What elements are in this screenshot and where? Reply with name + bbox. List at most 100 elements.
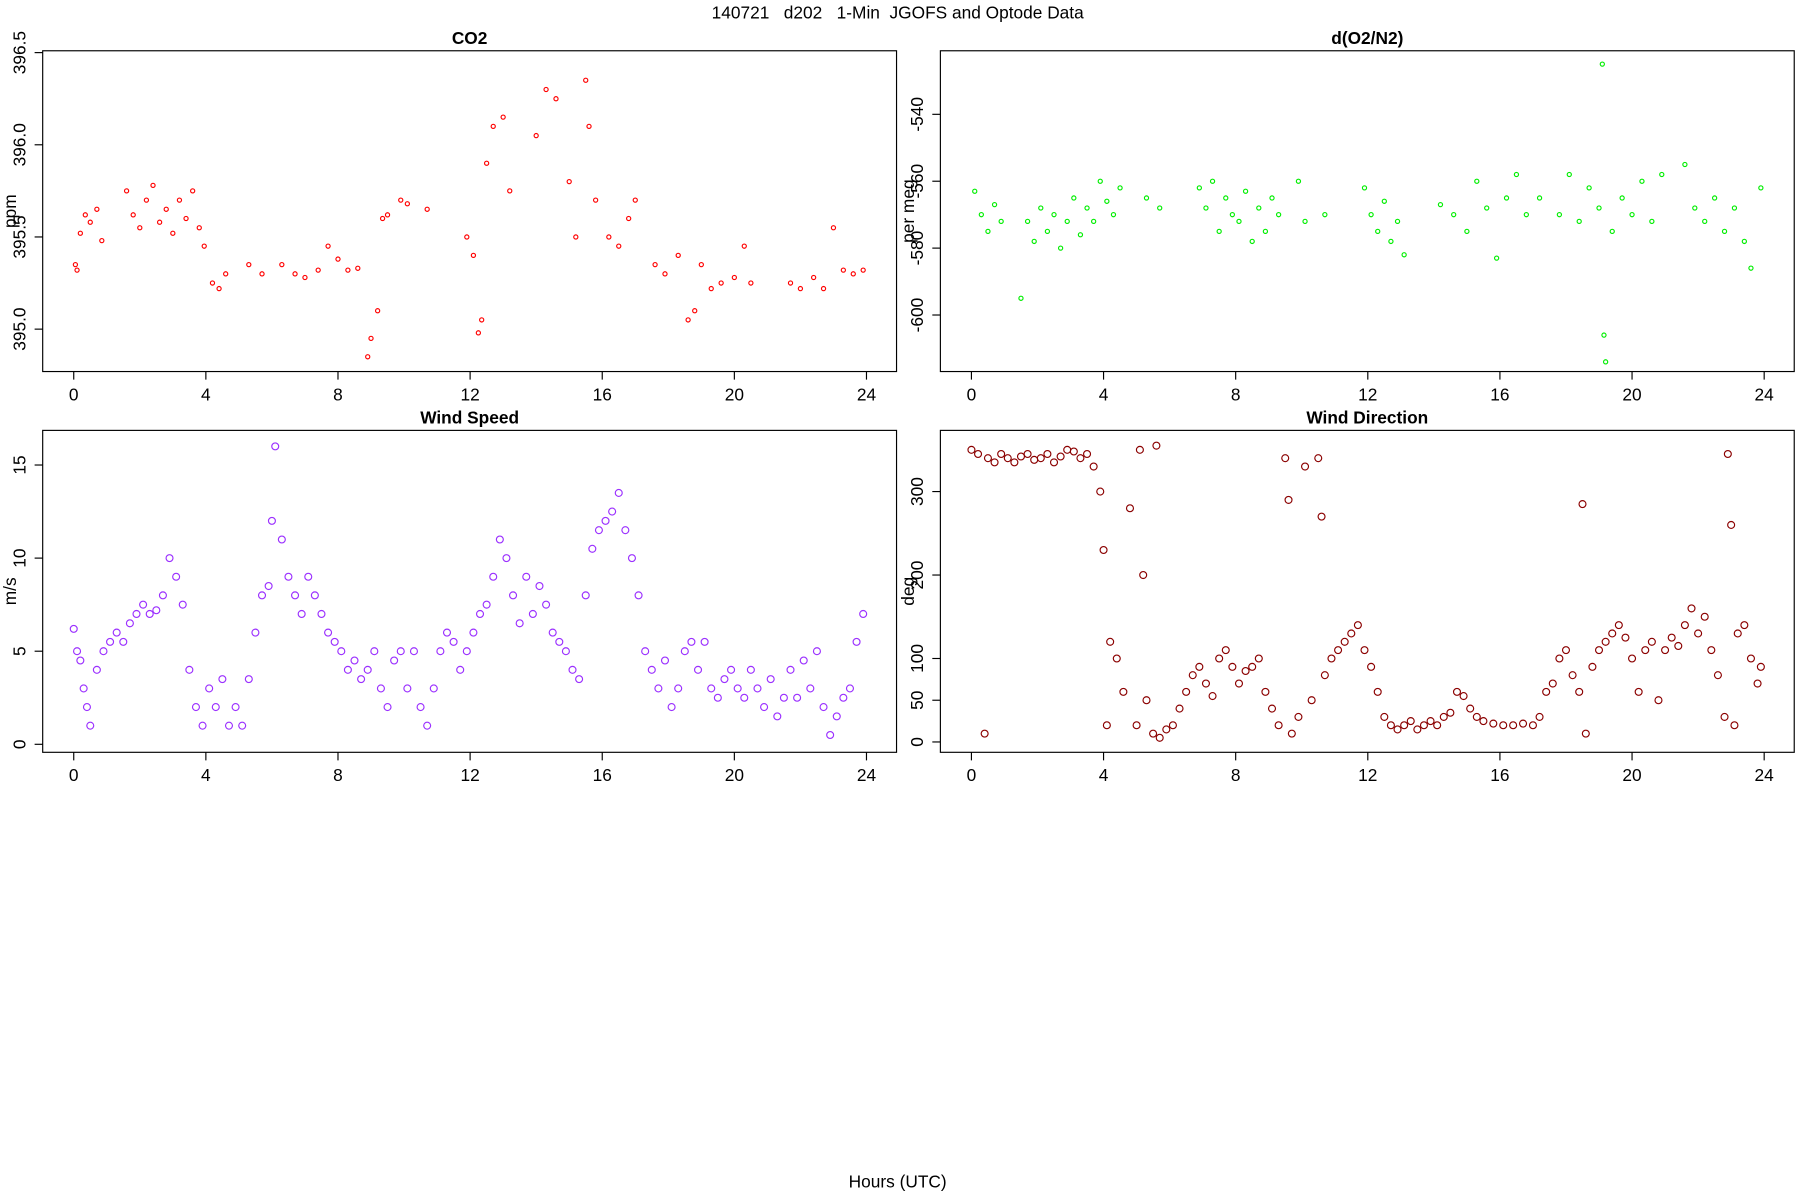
x-tick-label: 20 [725,765,744,785]
data-point [1036,454,1045,463]
x-tick-label: 4 [1099,384,1109,404]
data-point [1262,228,1269,235]
data-point [553,96,559,102]
data-point [1018,295,1024,301]
data-point [1601,332,1607,338]
data-point [500,114,506,120]
data-point [812,647,821,656]
data-point [1419,721,1428,730]
data-point [483,160,490,166]
data-point [176,197,183,203]
data-point [1509,721,1518,730]
data-point [201,243,207,249]
data-point [760,703,769,712]
data-point [1741,238,1748,245]
data-point [766,675,775,684]
data-point [632,197,638,203]
data-point [1188,671,1197,680]
data-point [1702,218,1708,225]
data-point [1373,687,1382,696]
x-tick-label: 20 [1622,384,1641,404]
data-point [1261,687,1270,696]
data-point [1406,717,1415,726]
data-point [1294,712,1303,721]
data-point [1031,238,1037,245]
data-point [429,684,438,693]
data-point [820,285,827,292]
data-point [1016,452,1026,461]
data-point [1223,195,1229,201]
data-point [845,684,855,693]
data-point [1360,646,1369,655]
data-point [1566,171,1572,178]
data-point [1439,712,1448,721]
plot-frame [939,50,1795,373]
data-point [1287,729,1296,738]
data-point [1228,662,1237,671]
data-point [727,665,736,674]
data-point [1317,512,1326,521]
data-point [1353,621,1362,630]
data-point [1596,205,1602,211]
data-point [482,600,491,609]
data-point [1368,212,1374,218]
data-point [1437,201,1444,208]
data-point [1727,520,1736,529]
x-tick-label: 24 [1755,765,1775,785]
data-point [1084,205,1090,211]
data-point [674,684,683,693]
data-point [1049,458,1059,467]
data-point [218,675,227,684]
data-point [335,256,341,262]
data-point [1731,205,1738,211]
y-tick-label: 200 [907,561,927,590]
data-point [1692,205,1698,211]
data-point [1634,687,1643,696]
data-point [416,703,425,712]
data-point [143,197,150,203]
data-point [495,535,504,544]
data-point [509,591,518,600]
data-point [1433,721,1442,730]
data-point [1394,218,1401,225]
x-tick-label: 0 [69,384,79,404]
data-point [698,261,704,268]
data-point [1089,462,1098,471]
data-point [130,212,136,218]
data-point [403,684,412,693]
data-point [1051,212,1057,218]
data-point [1609,228,1615,235]
data-point [196,225,202,231]
x-tick-label: 4 [201,384,211,404]
data-point [1096,487,1105,496]
data-point [1010,458,1019,467]
data-point [819,703,828,712]
data-point [345,267,351,273]
data-point [1284,495,1293,504]
data-point [1586,185,1592,191]
data-point [1472,712,1481,721]
data-point [786,665,795,674]
data-point [522,572,531,581]
data-point [343,665,352,674]
data-point [1152,441,1161,450]
data-point [99,237,105,244]
data-point [1248,662,1257,671]
data-point [1102,721,1111,730]
data-point [1682,161,1688,168]
y-tick-label: 5 [9,646,29,656]
data-point [1071,195,1077,201]
data-point [662,271,668,277]
data-point [374,308,381,314]
data-point [77,230,84,236]
data-point [291,591,300,600]
data-point [183,215,189,222]
data-point [1334,646,1343,655]
y-tick-label: 15 [9,455,29,474]
data-point [1254,654,1263,663]
data-point [1556,212,1563,218]
data-point [1215,654,1224,663]
data-point [390,656,399,665]
